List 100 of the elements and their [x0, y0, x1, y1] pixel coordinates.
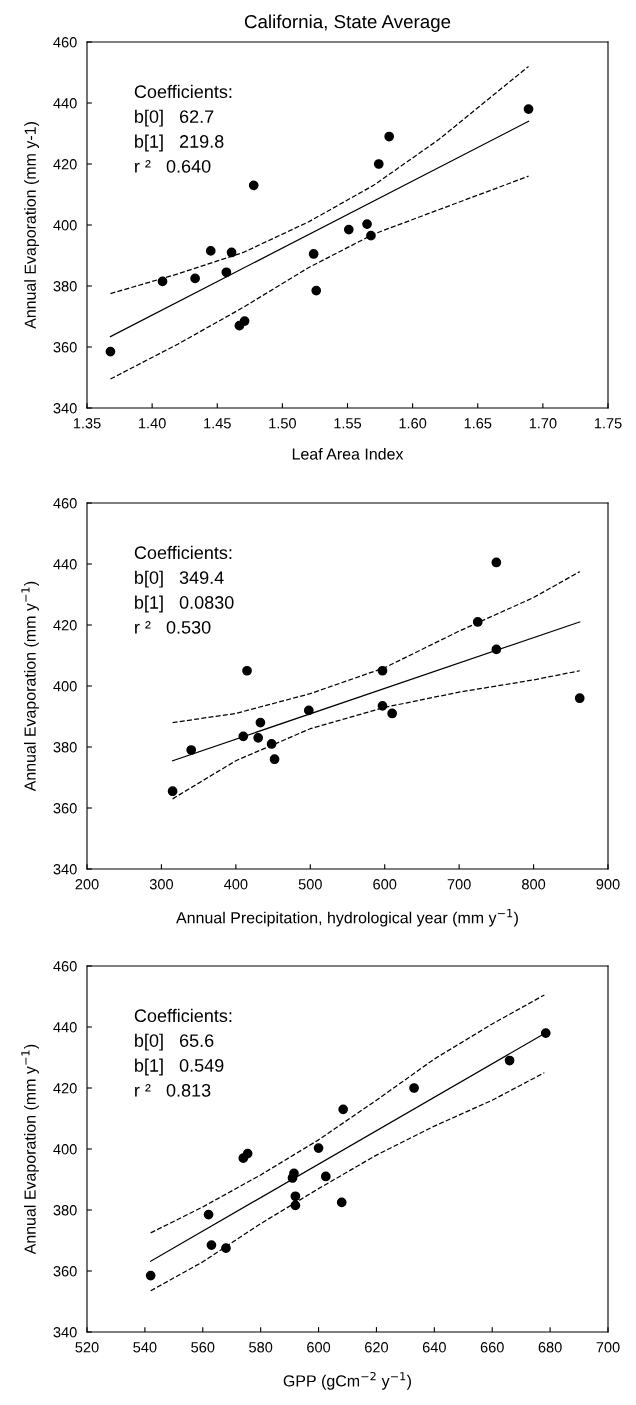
point	[303, 705, 314, 716]
point	[190, 273, 200, 284]
x-tick-label: 580	[249, 1342, 273, 1353]
line-series	[109, 175, 530, 380]
x-tick-label: 1.45	[204, 418, 231, 429]
x-tick-label: 520	[75, 1342, 99, 1353]
point	[238, 731, 249, 742]
point	[472, 617, 483, 627]
chart-title: California, State Average	[244, 14, 451, 32]
y-axis-title: Annual Evaporation (mm y$^{−1}$)	[21, 1044, 39, 1255]
point	[491, 644, 502, 655]
point	[373, 159, 384, 169]
x-tick-label: 500	[298, 879, 322, 890]
y-tick-label: 420	[53, 620, 77, 631]
point	[290, 1200, 301, 1211]
point	[167, 786, 178, 797]
x-tick-label: 700	[447, 879, 471, 890]
y-tick-label: 420	[53, 1083, 77, 1094]
point	[336, 1197, 347, 1208]
annotation: b[0] 349.4	[135, 570, 224, 588]
x-tick-label: 1.40	[139, 418, 166, 429]
x-tick-label: 680	[538, 1342, 562, 1353]
y-tick-label: 440	[53, 1022, 77, 1033]
annotation: b[1] 0.0830	[135, 595, 234, 613]
x-tick-label: 900	[596, 879, 620, 890]
point	[221, 1243, 231, 1253]
y-tick-label: 340	[53, 403, 77, 414]
point	[387, 708, 398, 719]
point	[105, 346, 116, 357]
point	[377, 700, 388, 711]
annotation: r ² 0.640	[135, 159, 211, 173]
point	[248, 180, 259, 191]
point	[491, 557, 502, 568]
y-tick-label: 400	[53, 220, 77, 231]
point	[384, 131, 395, 142]
y-tick-label: 400	[53, 681, 77, 692]
x-axis-title: Leaf Area Index	[292, 447, 404, 460]
y-tick-label: 340	[53, 864, 77, 875]
annotation: Coefficients:	[134, 84, 232, 99]
point	[377, 665, 388, 676]
x-tick-label: 700	[596, 1342, 620, 1353]
x-tick-label: 400	[224, 879, 248, 890]
point	[574, 693, 585, 704]
point	[203, 1209, 214, 1220]
x-tick-label: 600	[307, 1342, 331, 1353]
x-tick-label: 1.70	[529, 418, 557, 429]
point	[226, 247, 237, 258]
y-tick-label: 360	[53, 342, 77, 353]
point	[206, 1240, 217, 1250]
x-tick-label: 1.60	[399, 418, 427, 429]
y-tick-label: 440	[53, 559, 77, 570]
point	[504, 1055, 515, 1066]
y-tick-label: 380	[53, 281, 77, 292]
x-tick-label: 620	[365, 1342, 389, 1353]
x-tick-label: 200	[75, 879, 99, 890]
point	[157, 276, 168, 287]
y-tick-label: 380	[53, 742, 77, 753]
y-tick-label: 360	[53, 803, 77, 814]
point	[313, 1143, 324, 1153]
x-tick-label: 1.65	[464, 418, 492, 429]
y-tick-label: 460	[53, 37, 77, 48]
point	[540, 1028, 551, 1038]
point	[221, 267, 232, 278]
y-tick-label: 400	[53, 1144, 77, 1155]
line-series	[109, 65, 530, 295]
x-axis-title: GPP (gCm$^{−2}$ y$^{−1}$)	[283, 1371, 411, 1390]
x-tick-label: 640	[422, 1342, 446, 1353]
point	[320, 1171, 331, 1182]
line-series	[171, 670, 581, 800]
y-tick-label: 380	[53, 1205, 77, 1216]
point	[266, 739, 277, 749]
annotation: b[1] 219.8	[135, 134, 224, 152]
point	[239, 316, 250, 326]
x-tick-label: 1.55	[334, 418, 362, 429]
point	[145, 1270, 156, 1281]
annotation: Coefficients:	[134, 1008, 232, 1023]
point	[255, 717, 266, 728]
point	[205, 246, 216, 256]
y-tick-label: 460	[53, 961, 77, 972]
y-tick-label: 360	[53, 1266, 77, 1277]
x-tick-label: 1.35	[73, 418, 101, 429]
point	[269, 754, 280, 765]
point	[362, 219, 372, 229]
point	[242, 1148, 253, 1159]
y-tick-label: 440	[53, 98, 77, 109]
x-tick-label: 560	[191, 1342, 215, 1353]
x-tick-label: 300	[149, 879, 174, 890]
y-tick-label: 460	[53, 498, 77, 509]
annotation: b[0] 65.6	[135, 1033, 214, 1051]
point	[338, 1104, 349, 1115]
point	[253, 732, 264, 743]
point	[409, 1083, 419, 1093]
point	[242, 665, 252, 676]
x-axis-title: Annual Precipitation, hydrological year (mm y$^{−1}$)	[176, 908, 518, 927]
point	[186, 745, 197, 755]
point	[523, 104, 534, 114]
x-tick-label: 1.75	[594, 418, 622, 429]
y-tick-label: 420	[53, 159, 77, 170]
annotation: b[1] 0.549	[135, 1058, 224, 1076]
point	[290, 1191, 301, 1202]
